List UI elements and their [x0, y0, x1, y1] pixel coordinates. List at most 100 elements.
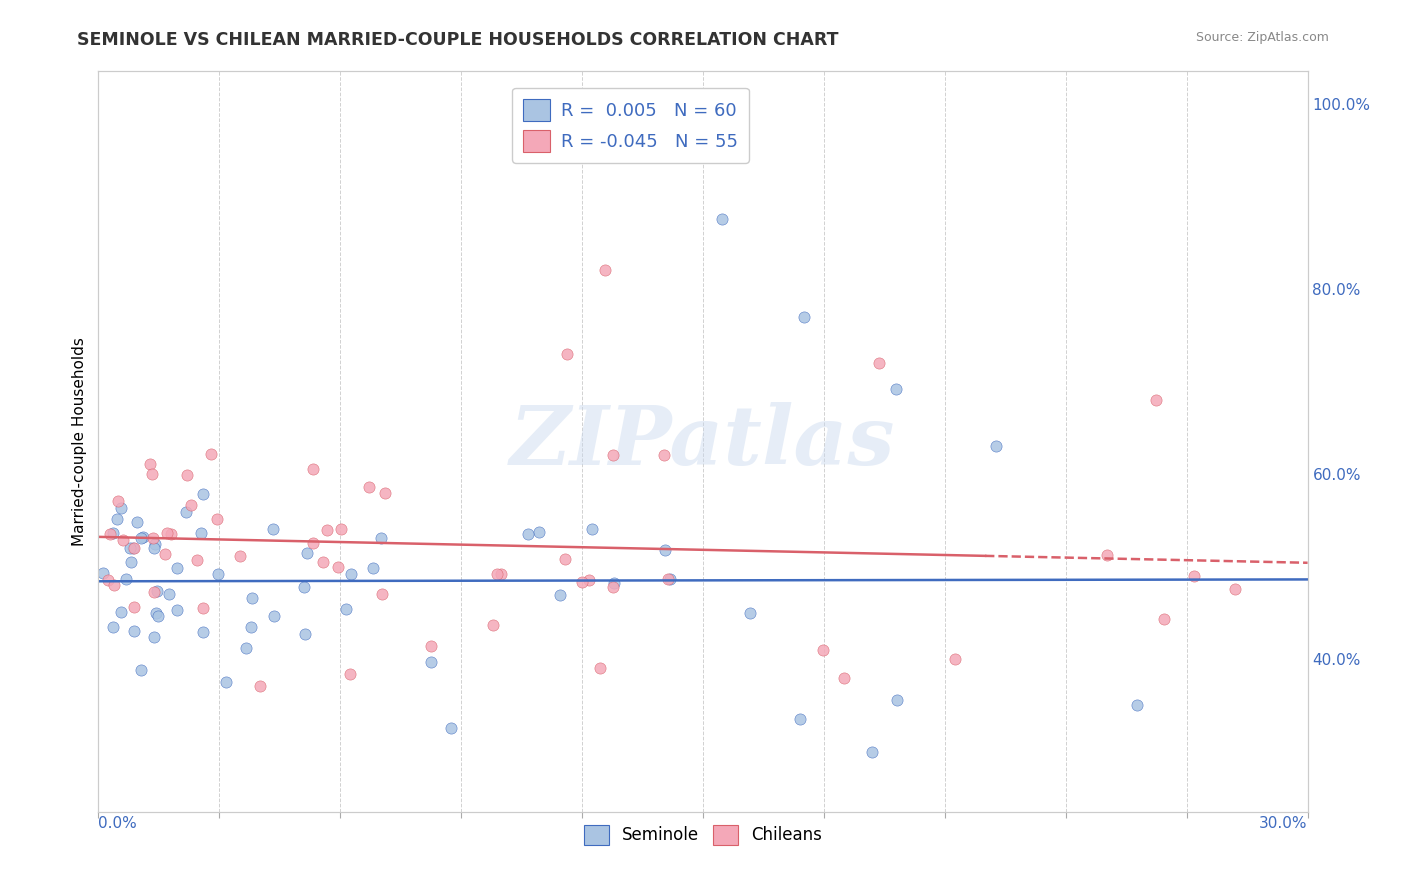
Point [249, 679, 271, 693]
Point [107, 494, 129, 508]
Point [1097, 548, 1119, 562]
Point [326, 559, 349, 574]
Point [711, 212, 734, 227]
Point [868, 356, 890, 370]
Point [1182, 569, 1205, 583]
Point [115, 573, 138, 587]
Point [190, 526, 212, 541]
Point [370, 532, 392, 546]
Point [557, 346, 579, 360]
Point [813, 642, 835, 657]
Point [578, 573, 600, 587]
Point [160, 527, 183, 541]
Point [156, 525, 179, 540]
Point [207, 567, 229, 582]
Point [489, 567, 512, 582]
Point [122, 624, 145, 639]
Point [191, 600, 214, 615]
Point [602, 449, 624, 463]
Text: 0.0%: 0.0% [98, 816, 138, 831]
Point [374, 486, 396, 500]
Point [186, 553, 208, 567]
Point [339, 667, 361, 681]
Point [789, 712, 811, 726]
Point [207, 512, 229, 526]
Point [110, 501, 132, 516]
Point [240, 591, 263, 605]
Point [1153, 612, 1175, 626]
Point [419, 655, 441, 669]
Point [166, 561, 188, 575]
Point [295, 546, 318, 560]
Point [235, 641, 257, 656]
Point [143, 537, 166, 551]
Point [153, 548, 176, 562]
Point [91, 566, 114, 580]
Point [97, 573, 120, 587]
Point [361, 561, 384, 575]
Point [603, 576, 626, 591]
Point [294, 627, 316, 641]
Point [200, 446, 222, 460]
Point [527, 525, 550, 540]
Point [98, 527, 121, 541]
Point [571, 575, 593, 590]
Point [112, 533, 135, 548]
Text: Source: ZipAtlas.com: Source: ZipAtlas.com [1195, 31, 1329, 45]
Point [554, 552, 576, 566]
Point [120, 555, 142, 569]
Point [943, 652, 966, 666]
Point [141, 467, 163, 481]
Text: SEMINOLE VS CHILEAN MARRIED-COUPLE HOUSEHOLDS CORRELATION CHART: SEMINOLE VS CHILEAN MARRIED-COUPLE HOUSE… [77, 31, 839, 49]
Point [142, 541, 165, 555]
Point [139, 458, 162, 472]
Point [593, 263, 616, 277]
Point [118, 541, 141, 555]
Text: 30.0%: 30.0% [1260, 816, 1308, 831]
Legend: Seminole, Chileans: Seminole, Chileans [578, 818, 828, 852]
Point [740, 606, 762, 620]
Point [602, 580, 624, 594]
Point [420, 640, 443, 654]
Point [548, 588, 571, 602]
Point [302, 462, 325, 476]
Point [146, 584, 169, 599]
Point [174, 505, 197, 519]
Point [262, 522, 284, 536]
Y-axis label: Married-couple Households: Married-couple Households [72, 337, 87, 546]
Point [129, 663, 152, 677]
Point [340, 566, 363, 581]
Point [129, 531, 152, 545]
Point [159, 587, 181, 601]
Point [142, 584, 165, 599]
Point [263, 609, 285, 624]
Point [482, 618, 505, 632]
Point [654, 542, 676, 557]
Point [312, 555, 335, 569]
Point [652, 449, 675, 463]
Point [1223, 582, 1246, 597]
Point [884, 382, 907, 396]
Point [103, 578, 125, 592]
Point [301, 535, 323, 549]
Point [793, 310, 815, 324]
Point [984, 439, 1007, 453]
Point [176, 468, 198, 483]
Point [659, 572, 682, 586]
Point [142, 630, 165, 644]
Point [145, 607, 167, 621]
Point [166, 603, 188, 617]
Point [240, 619, 263, 633]
Point [440, 721, 463, 735]
Point [132, 530, 155, 544]
Point [581, 522, 603, 536]
Point [1144, 392, 1167, 407]
Point [371, 587, 394, 601]
Point [110, 605, 132, 619]
Point [229, 549, 252, 563]
Point [589, 661, 612, 675]
Point [101, 525, 124, 540]
Point [316, 523, 339, 537]
Point [330, 522, 353, 536]
Point [146, 608, 169, 623]
